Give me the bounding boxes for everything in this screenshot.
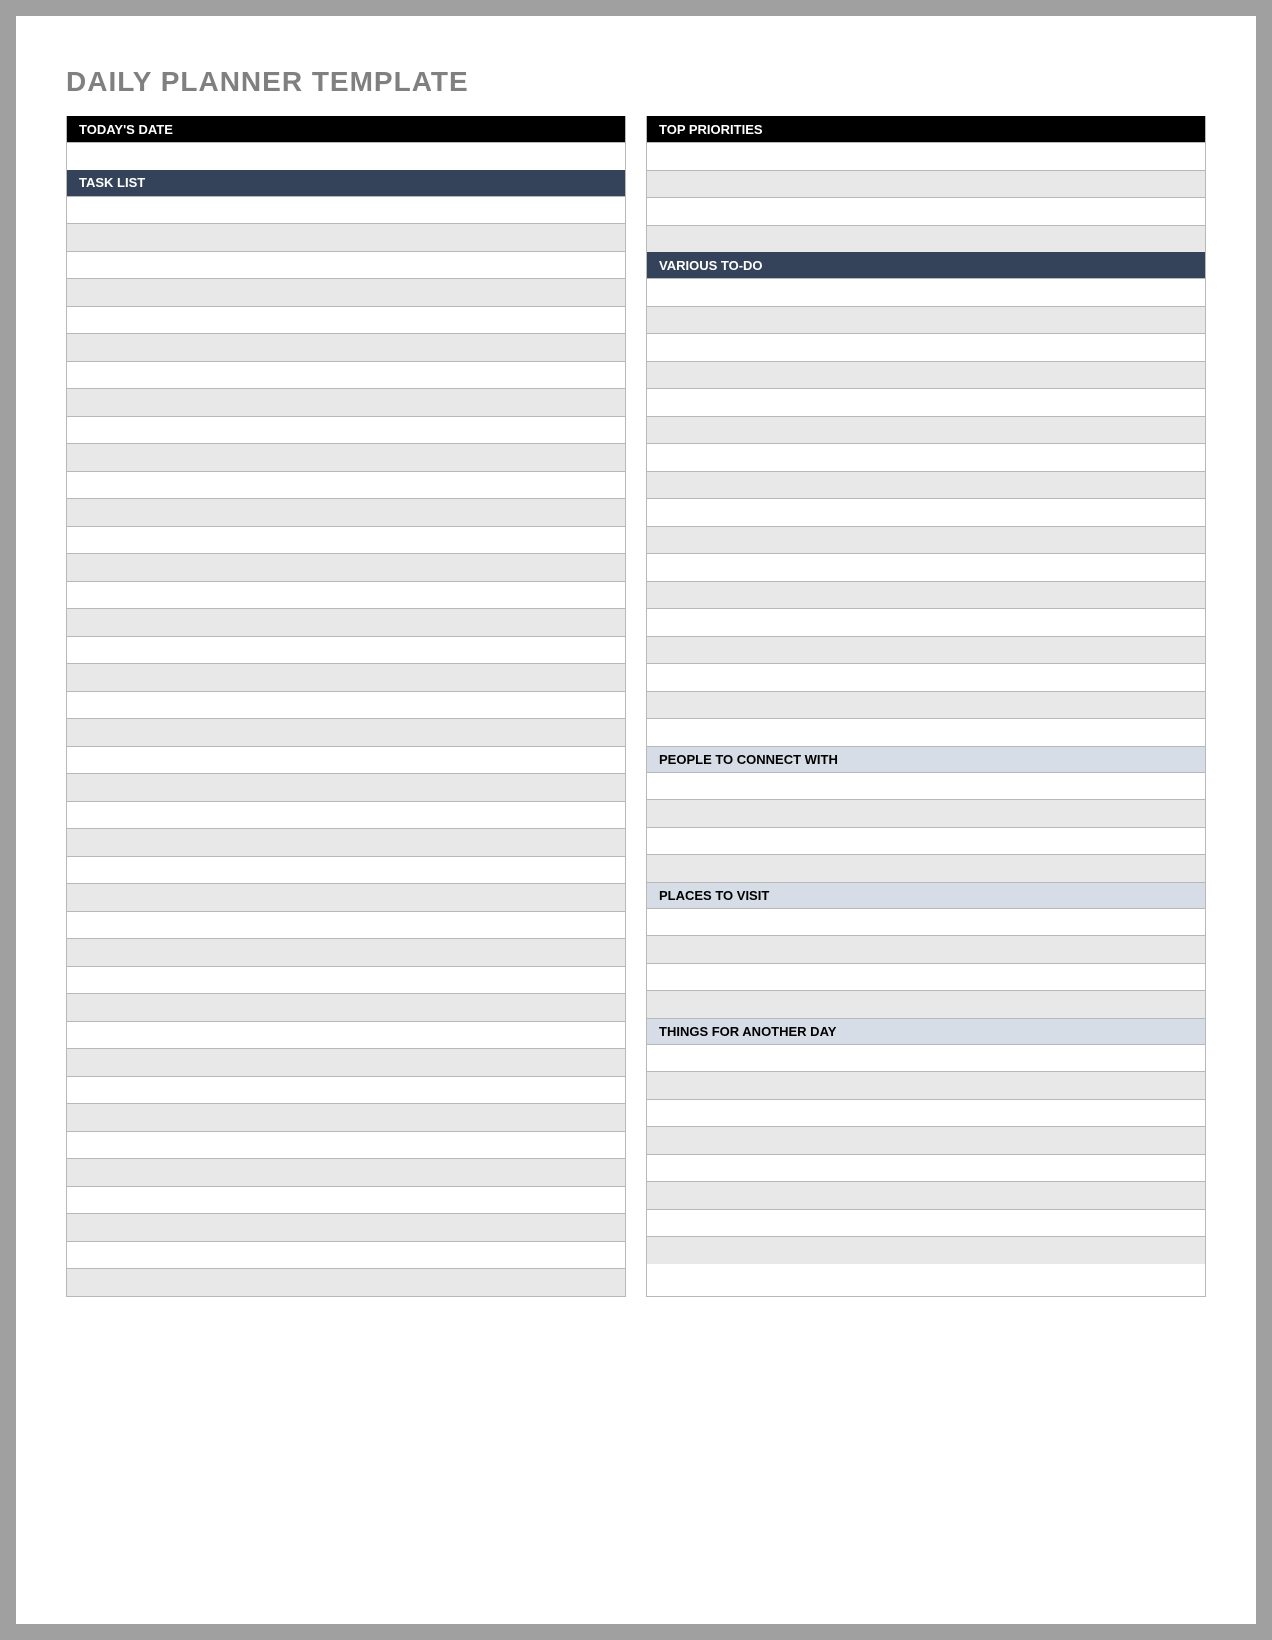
planner-row[interactable] — [67, 1076, 625, 1104]
planner-row[interactable] — [647, 636, 1205, 664]
planner-row[interactable] — [647, 225, 1205, 253]
planner-row[interactable] — [67, 938, 625, 966]
planner-row[interactable] — [67, 196, 625, 224]
planner-row[interactable] — [67, 1131, 625, 1159]
planner-row[interactable] — [647, 553, 1205, 581]
planner-row[interactable] — [647, 170, 1205, 198]
planner-row[interactable] — [647, 718, 1205, 746]
planner-row[interactable] — [647, 1126, 1205, 1154]
planner-row[interactable] — [647, 498, 1205, 526]
planner-row[interactable] — [67, 361, 625, 389]
planner-row[interactable] — [67, 581, 625, 609]
planner-row[interactable] — [647, 608, 1205, 636]
planner-row[interactable] — [647, 663, 1205, 691]
planner-row[interactable] — [647, 1154, 1205, 1182]
planner-row[interactable] — [647, 1236, 1205, 1264]
section-header-people_to_connect: PEOPLE TO CONNECT WITH — [647, 746, 1205, 772]
right-column: TOP PRIORITIES VARIOUS TO-DO PEOPLE TO CON… — [646, 116, 1206, 1297]
section-header-top_priorities: TOP PRIORITIES — [647, 116, 1205, 142]
planner-row[interactable] — [67, 966, 625, 994]
planner-row[interactable] — [67, 1268, 625, 1296]
planner-row[interactable] — [67, 223, 625, 251]
planner-row[interactable] — [647, 526, 1205, 554]
planner-row[interactable] — [67, 608, 625, 636]
planner-row[interactable] — [67, 993, 625, 1021]
planner-page: DAILY PLANNER TEMPLATE TODAY'S DATE TASK … — [16, 16, 1256, 1624]
planner-row[interactable] — [67, 526, 625, 554]
planner-row[interactable] — [67, 773, 625, 801]
planner-row[interactable] — [67, 663, 625, 691]
planner-row[interactable] — [67, 883, 625, 911]
planner-row[interactable] — [647, 197, 1205, 225]
planner-row[interactable] — [67, 828, 625, 856]
planner-row[interactable] — [647, 471, 1205, 499]
planner-row[interactable] — [647, 1099, 1205, 1127]
section-header-places_to_visit: PLACES TO VISIT — [647, 882, 1205, 908]
planner-row[interactable] — [67, 911, 625, 939]
planner-row[interactable] — [67, 746, 625, 774]
planner-row[interactable] — [67, 498, 625, 526]
planner-row[interactable] — [67, 553, 625, 581]
planner-row[interactable] — [647, 1181, 1205, 1209]
planner-row[interactable] — [647, 1071, 1205, 1099]
section-header-various_todo: VARIOUS TO-DO — [647, 252, 1205, 278]
planner-row[interactable] — [67, 278, 625, 306]
planner-row[interactable] — [67, 471, 625, 499]
planner-row[interactable] — [647, 306, 1205, 334]
planner-row[interactable] — [647, 581, 1205, 609]
planner-row[interactable] — [647, 278, 1205, 306]
planner-row[interactable] — [647, 908, 1205, 936]
planner-row[interactable] — [647, 333, 1205, 361]
planner-row[interactable] — [647, 1209, 1205, 1237]
columns-wrapper: TODAY'S DATE TASK LIST TOP PRIORITIES VARI… — [66, 116, 1206, 1297]
section-header-todays_date: TODAY'S DATE — [67, 116, 625, 142]
planner-row[interactable] — [647, 990, 1205, 1018]
planner-row[interactable] — [647, 1044, 1205, 1072]
planner-row[interactable] — [67, 1186, 625, 1214]
planner-row[interactable] — [647, 142, 1205, 170]
planner-row[interactable] — [647, 772, 1205, 800]
planner-row[interactable] — [647, 827, 1205, 855]
planner-row[interactable] — [67, 1158, 625, 1186]
planner-row[interactable] — [647, 416, 1205, 444]
planner-row[interactable] — [67, 1021, 625, 1049]
planner-row[interactable] — [67, 306, 625, 334]
planner-row[interactable] — [647, 443, 1205, 471]
planner-row[interactable] — [67, 801, 625, 829]
planner-row[interactable] — [67, 333, 625, 361]
planner-row[interactable] — [67, 636, 625, 664]
planner-row[interactable] — [67, 251, 625, 279]
planner-row[interactable] — [67, 416, 625, 444]
section-header-task_list: TASK LIST — [67, 170, 625, 196]
planner-row[interactable] — [67, 856, 625, 884]
planner-row[interactable] — [67, 1241, 625, 1269]
planner-row[interactable] — [647, 854, 1205, 882]
planner-row[interactable] — [647, 388, 1205, 416]
planner-row[interactable] — [647, 361, 1205, 389]
planner-row[interactable] — [647, 799, 1205, 827]
planner-row[interactable] — [67, 718, 625, 746]
planner-row[interactable] — [67, 1213, 625, 1241]
planner-row[interactable] — [67, 142, 625, 170]
section-header-things_for_another_day: THINGS FOR ANOTHER DAY — [647, 1018, 1205, 1044]
planner-row[interactable] — [67, 1103, 625, 1131]
planner-row[interactable] — [67, 691, 625, 719]
page-title: DAILY PLANNER TEMPLATE — [66, 66, 1206, 98]
planner-row[interactable] — [67, 443, 625, 471]
planner-row[interactable] — [67, 388, 625, 416]
planner-row[interactable] — [67, 1048, 625, 1076]
left-column: TODAY'S DATE TASK LIST — [66, 116, 626, 1297]
planner-row[interactable] — [647, 691, 1205, 719]
planner-row[interactable] — [647, 963, 1205, 991]
planner-row[interactable] — [647, 935, 1205, 963]
